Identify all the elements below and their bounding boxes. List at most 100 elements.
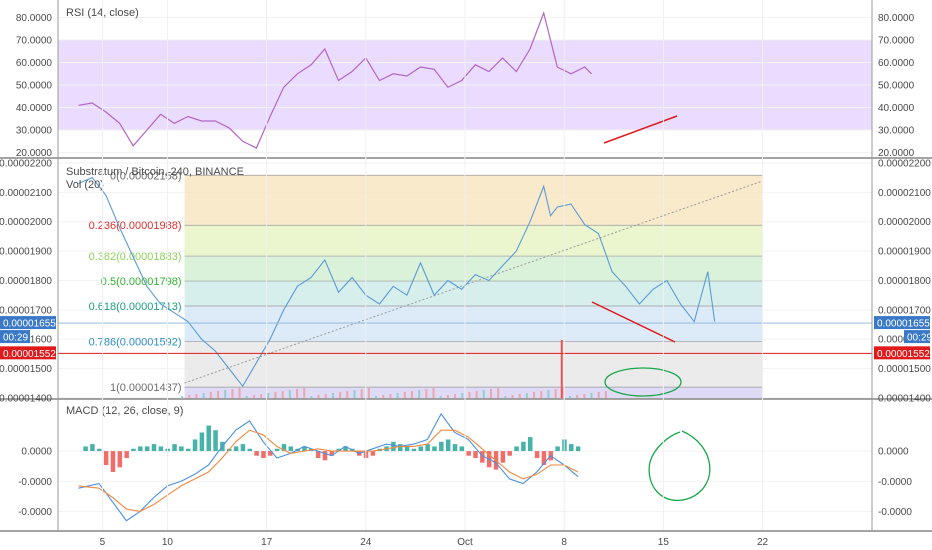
price-right-tick-label: 0.00001700 [878, 305, 931, 316]
volume-bar [554, 389, 557, 398]
macd-histogram-bar [466, 451, 471, 456]
macd-histogram-bar [240, 444, 246, 452]
time-axis[interactable]: 5 10 17 24 Oct 8 15 22 [0, 530, 932, 548]
volume-bar [518, 394, 521, 398]
volume-bar [281, 391, 284, 398]
price-left-tick-label: 0.00002200 [0, 158, 52, 169]
rsi-right-tick-label: 50.0000 [878, 81, 915, 92]
macd-histogram-bar [343, 446, 348, 452]
macd-histogram-bar [83, 446, 88, 452]
rsi-panel[interactable]: 80.0000 80.0000 70.0000 70.0000 60.0000 60.00… [0, 7, 932, 159]
fib-zone [184, 175, 763, 226]
rsi-left-tick-label: 40.0000 [16, 103, 53, 114]
fib-zone [184, 306, 763, 342]
volume-bar [454, 394, 457, 398]
rsi-left-tick-label: 50.0000 [16, 81, 53, 92]
price-line [78, 176, 716, 388]
macd-histogram-bar [199, 432, 205, 452]
rsi-divergence-line [603, 115, 678, 144]
right-red-price-tag: 0.00001552 [877, 349, 930, 360]
volume-bar [410, 391, 413, 398]
macd-histogram-bar [124, 451, 129, 459]
price-left-tick-label: 0.00002000 [0, 217, 52, 228]
macd-histogram-bar [329, 451, 335, 456]
volume-bar [475, 391, 478, 398]
macd-histogram-bar [103, 451, 109, 465]
macd-histogram-bar [268, 451, 273, 456]
rsi-right-tick-label: 70.0000 [878, 36, 915, 47]
price-left-tick-label: 0.00001700 [0, 305, 52, 316]
volume-legend: Vol (20) [66, 179, 104, 191]
macd-histogram-bar [439, 441, 444, 452]
price-panel[interactable]: 0.00002200 0.00002200 0.00002100 0.00002100… [0, 158, 932, 405]
volume-bar [389, 394, 392, 398]
macd-histogram-bar [500, 451, 506, 463]
macd-panel[interactable]: 0.0000 0.0000 -0.0000 -0.0000 -0.0000 -0.0000… [0, 405, 932, 532]
volume-bar [367, 388, 370, 398]
volume-bar [583, 394, 586, 398]
rsi-left-tick-label: 80.0000 [16, 13, 53, 24]
rsi-line [78, 11, 592, 149]
macd-histogram-bar [322, 451, 328, 461]
volume-bar [252, 395, 255, 398]
volume-bar [396, 393, 399, 398]
volume-bar [324, 394, 327, 398]
macd-histogram-bar [480, 451, 485, 463]
rsi-right-tick-label: 30.0000 [878, 126, 915, 137]
macd-right-tick-label: -0.0000 [878, 507, 912, 518]
volume-bar [439, 396, 442, 398]
volume-bar [288, 390, 291, 398]
volume-bar [317, 395, 320, 398]
price-right-tick-label: 0.00002200 [878, 158, 931, 169]
price-left-tick-label: 0.00002100 [0, 188, 52, 199]
volume-bar [353, 390, 356, 398]
macd-left-tick-label: 0.0000 [21, 447, 52, 458]
left-price-tag-bg [0, 316, 56, 330]
volume-bar [418, 390, 421, 398]
macd-histogram-bar [213, 430, 218, 452]
macd-legend: MACD (12, 26, close, 9) [66, 405, 183, 417]
fib-level-label: 0.236(0.00001988) [89, 220, 182, 232]
volume-bar [604, 391, 607, 398]
macd-histogram-bar [288, 446, 294, 452]
right-time-tag: 00:29 [907, 333, 932, 344]
volume-bar [360, 389, 363, 398]
macd-histogram-bar [432, 446, 437, 452]
rsi-left-tick-label: 60.0000 [16, 58, 53, 69]
macd-histogram-bar [541, 451, 547, 465]
price-right-tick-label: 0.00001900 [878, 247, 931, 258]
volume-bar [245, 396, 248, 398]
macd-histogram-bar [569, 444, 574, 452]
price-left-tick-label: 0.00001800 [0, 276, 52, 287]
fib-zone [184, 341, 763, 388]
left-price-tag: 0.00001655 [3, 319, 56, 330]
rsi-right-tick-label: 80.0000 [878, 13, 915, 24]
volume-bar [504, 396, 507, 398]
volume-bar [310, 396, 313, 398]
macd-histogram-bar [315, 451, 321, 459]
fib-zone [184, 281, 763, 307]
time-tick-label: Oct [457, 537, 473, 548]
rsi-left-tick-label: 30.0000 [16, 126, 53, 137]
price-right-tick-label: 0.00001500 [878, 364, 931, 375]
macd-histogram-bar [185, 448, 191, 452]
fib-level-label: 0(0.00002158) [110, 170, 182, 182]
fib-level-label: 0.382(0.00001883) [89, 251, 182, 263]
volume-bar [382, 395, 385, 398]
volume-bar [576, 395, 579, 398]
macd-histogram-bar [233, 446, 239, 452]
macd-histogram-bar [206, 425, 211, 452]
macd-histogram-bar [521, 441, 526, 452]
left-red-price-tag-bg [0, 346, 56, 360]
macd-circle [648, 430, 711, 501]
fib-level-label: 0.618(0.00001713) [89, 301, 182, 313]
macd-histogram-bar [261, 451, 266, 459]
left-time-tag-bg [0, 330, 30, 344]
volume-bar [375, 396, 378, 398]
macd-histogram-bar [418, 446, 424, 452]
macd-histogram-bar [192, 439, 198, 452]
fib-level-label: 0.786(0.00001592) [89, 337, 182, 349]
volume-bar [296, 389, 299, 398]
macd-histogram-bar [254, 451, 259, 456]
